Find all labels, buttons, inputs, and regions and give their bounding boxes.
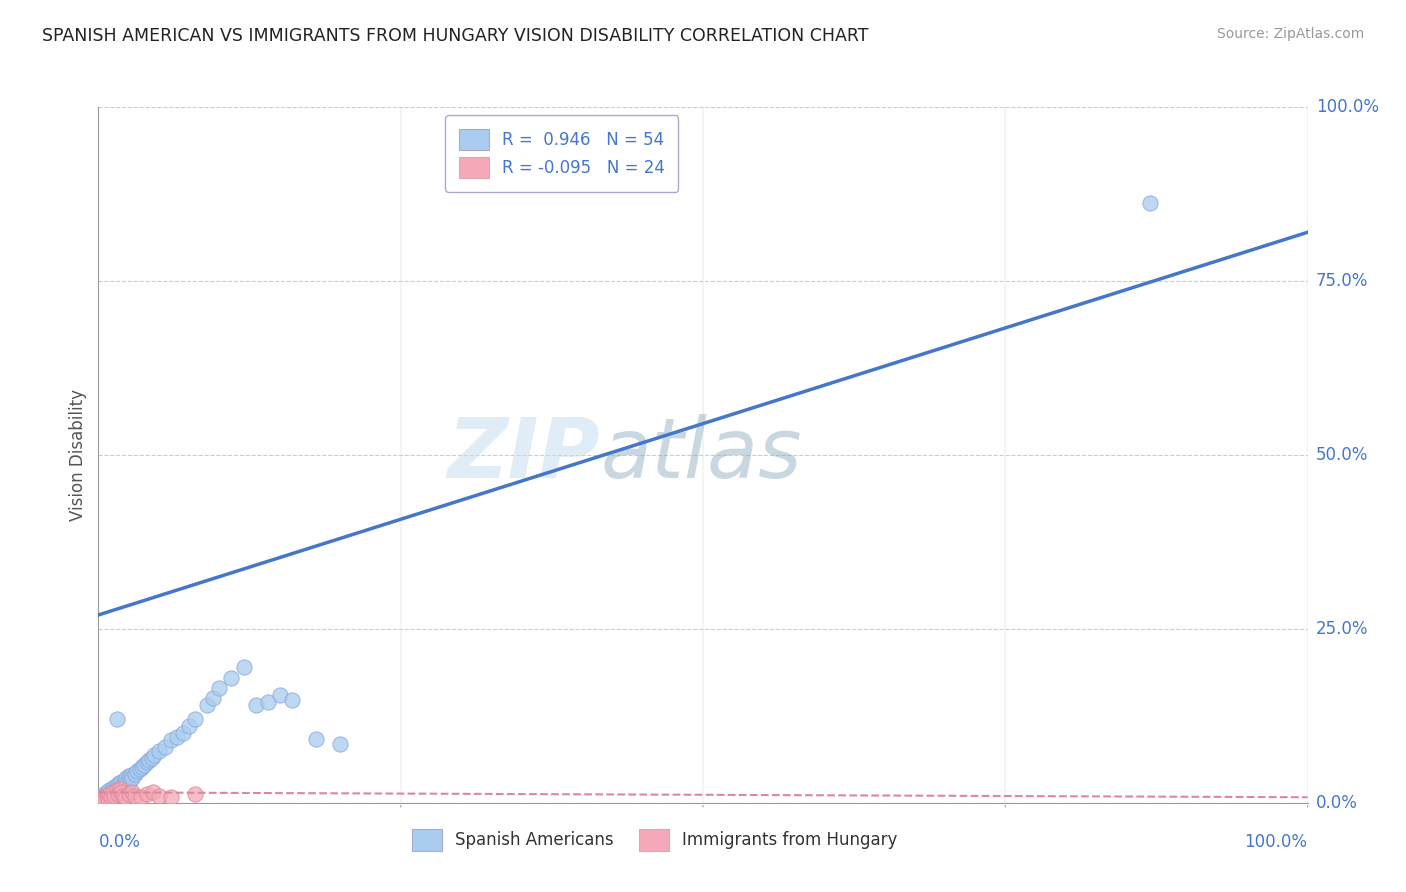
Text: 50.0%: 50.0% bbox=[1316, 446, 1368, 464]
Point bbox=[128, 763, 150, 777]
Point bbox=[91, 789, 114, 803]
Point bbox=[141, 750, 163, 764]
Point bbox=[100, 790, 122, 805]
Point bbox=[105, 712, 128, 726]
Text: Source: ZipAtlas.com: Source: ZipAtlas.com bbox=[1216, 27, 1364, 41]
Point bbox=[117, 775, 139, 789]
Point bbox=[138, 753, 160, 767]
Point bbox=[127, 764, 149, 779]
Point bbox=[124, 766, 146, 780]
Text: 100.0%: 100.0% bbox=[1316, 98, 1379, 116]
Point bbox=[184, 788, 207, 802]
Point bbox=[103, 780, 125, 795]
Point bbox=[329, 737, 352, 751]
Point bbox=[129, 790, 152, 805]
Point bbox=[100, 781, 122, 796]
Text: 25.0%: 25.0% bbox=[1316, 620, 1368, 638]
Point bbox=[101, 785, 124, 799]
Point bbox=[195, 698, 218, 713]
Point bbox=[110, 785, 132, 799]
Point bbox=[104, 783, 127, 797]
Point bbox=[142, 785, 165, 799]
Point bbox=[120, 768, 142, 782]
Y-axis label: Vision Disability: Vision Disability bbox=[69, 389, 87, 521]
Point bbox=[148, 744, 170, 758]
Point bbox=[118, 788, 141, 802]
Point bbox=[177, 719, 201, 733]
Legend: Spanish Americans, Immigrants from Hungary: Spanish Americans, Immigrants from Hunga… bbox=[398, 816, 911, 864]
Point bbox=[114, 776, 136, 790]
Point bbox=[245, 698, 267, 713]
Point bbox=[172, 726, 194, 740]
Point bbox=[143, 748, 166, 763]
Point bbox=[121, 785, 143, 799]
Point bbox=[135, 756, 157, 770]
Point bbox=[184, 712, 207, 726]
Point bbox=[131, 759, 153, 773]
Point bbox=[100, 788, 122, 802]
Point bbox=[232, 660, 254, 674]
Point bbox=[1139, 196, 1161, 211]
Point bbox=[124, 789, 146, 803]
Point bbox=[96, 789, 118, 803]
Point bbox=[90, 792, 112, 806]
Point bbox=[94, 790, 117, 805]
Text: 100.0%: 100.0% bbox=[1244, 833, 1308, 851]
Point bbox=[208, 681, 231, 695]
Point bbox=[160, 790, 183, 805]
Point bbox=[115, 772, 138, 786]
Point bbox=[96, 785, 118, 799]
Text: 0.0%: 0.0% bbox=[1316, 794, 1358, 812]
Point bbox=[105, 783, 128, 797]
Point bbox=[98, 788, 121, 802]
Point bbox=[98, 783, 121, 797]
Point bbox=[97, 789, 120, 803]
Text: 0.0%: 0.0% bbox=[98, 833, 141, 851]
Point bbox=[221, 671, 243, 685]
Point bbox=[256, 695, 278, 709]
Point bbox=[166, 730, 188, 744]
Point bbox=[111, 789, 134, 803]
Point bbox=[101, 785, 124, 799]
Text: 75.0%: 75.0% bbox=[1316, 272, 1368, 290]
Point bbox=[114, 790, 136, 805]
Point bbox=[118, 769, 141, 783]
Point bbox=[107, 788, 129, 802]
Point bbox=[202, 691, 225, 706]
Point bbox=[93, 788, 115, 802]
Point bbox=[91, 790, 114, 805]
Point bbox=[135, 788, 157, 802]
Point bbox=[148, 789, 170, 803]
Point bbox=[305, 731, 328, 746]
Point bbox=[97, 791, 120, 805]
Point bbox=[121, 772, 143, 786]
Point bbox=[160, 733, 183, 747]
Point bbox=[111, 778, 134, 792]
Text: atlas: atlas bbox=[600, 415, 801, 495]
Text: SPANISH AMERICAN VS IMMIGRANTS FROM HUNGARY VISION DISABILITY CORRELATION CHART: SPANISH AMERICAN VS IMMIGRANTS FROM HUNG… bbox=[42, 27, 869, 45]
Point bbox=[112, 773, 135, 788]
Point bbox=[118, 773, 141, 788]
Point bbox=[93, 793, 115, 807]
Point bbox=[108, 781, 131, 796]
Text: ZIP: ZIP bbox=[447, 415, 600, 495]
Point bbox=[108, 776, 131, 790]
Point bbox=[153, 740, 176, 755]
Point bbox=[281, 693, 304, 707]
Point bbox=[105, 778, 128, 792]
Point bbox=[107, 781, 129, 796]
Point bbox=[108, 780, 131, 795]
Point bbox=[103, 789, 125, 803]
Point bbox=[269, 688, 291, 702]
Point bbox=[110, 775, 132, 789]
Point bbox=[134, 757, 156, 772]
